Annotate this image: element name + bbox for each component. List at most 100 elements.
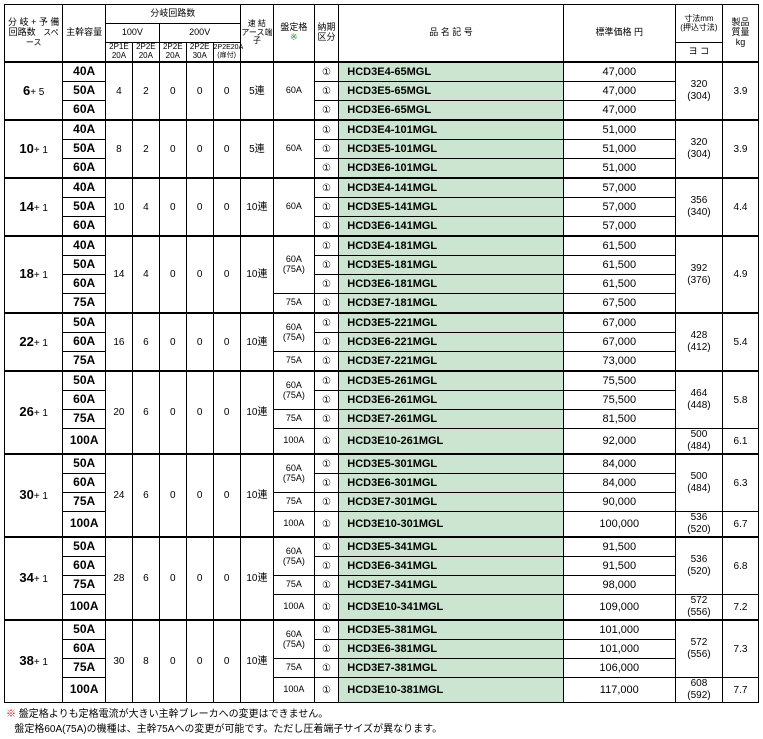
breaker-count: 14	[105, 236, 132, 313]
breaker-count: 0	[159, 236, 186, 313]
price-cell: 47,000	[563, 62, 675, 82]
price-cell: 57,000	[563, 217, 675, 237]
capacity-cell: 50A	[63, 256, 106, 275]
panel-rating: 75A	[274, 294, 314, 314]
delivery-mark: ①	[314, 537, 339, 557]
price-cell: 61,500	[563, 236, 675, 256]
part-number: HCD3E5-141MGL	[339, 198, 563, 217]
price-cell: 75,500	[563, 371, 675, 391]
panel-rating: 60A (75A)	[274, 454, 314, 493]
price-cell: 100,000	[563, 512, 675, 538]
dimension-cell: 320 (304)	[675, 120, 722, 178]
breaker-count: 30	[105, 620, 132, 703]
part-number: HCD3E7-381MGL	[339, 659, 563, 678]
dimension-cell: 428 (412)	[675, 313, 722, 371]
breaker-count: 0	[213, 537, 240, 620]
capacity-cell: 60A	[63, 217, 106, 237]
price-cell: 101,000	[563, 620, 675, 640]
delivery-mark: ①	[314, 454, 339, 474]
part-number: HCD3E4-101MGL	[339, 120, 563, 140]
panel-rating: 100A	[274, 512, 314, 538]
breaker-count: 20	[105, 371, 132, 454]
capacity-cell: 75A	[63, 576, 106, 595]
hdr-100v: 100V	[105, 24, 159, 43]
price-cell: 47,000	[563, 82, 675, 101]
part-number: HCD3E6-221MGL	[339, 333, 563, 352]
panel-rating: 75A	[274, 410, 314, 429]
delivery-mark: ①	[314, 101, 339, 121]
hdr-200v: 200V	[159, 24, 240, 43]
capacity-cell: 75A	[63, 659, 106, 678]
dimension-cell: 356 (340)	[675, 178, 722, 236]
branch-cell: 14+ 1	[5, 178, 63, 236]
delivery-mark: ①	[314, 678, 339, 703]
price-cell: 84,000	[563, 474, 675, 493]
part-number: HCD3E10-301MGL	[339, 512, 563, 538]
capacity-cell: 100A	[63, 429, 106, 455]
hdr-sub1: 2P1E 20A	[105, 43, 132, 63]
weight-cell: 4.4	[723, 178, 759, 236]
breaker-count: 6	[132, 454, 159, 537]
breaker-count: 6	[132, 371, 159, 454]
part-number: HCD3E6-301MGL	[339, 474, 563, 493]
dimension-cell: 536 (520)	[675, 512, 722, 538]
breaker-count: 0	[159, 537, 186, 620]
panel-rating: 75A	[274, 352, 314, 372]
part-number: HCD3E5-341MGL	[339, 537, 563, 557]
dimension-cell: 536 (520)	[675, 537, 722, 595]
delivery-mark: ①	[314, 410, 339, 429]
weight-cell: 6.8	[723, 537, 759, 595]
part-number: HCD3E6-381MGL	[339, 640, 563, 659]
delivery-mark: ①	[314, 391, 339, 410]
earth-terminal: 5連	[240, 120, 274, 178]
part-number: HCD3E10-381MGL	[339, 678, 563, 703]
capacity-cell: 40A	[63, 62, 106, 82]
part-number: HCD3E6-65MGL	[339, 101, 563, 121]
breaker-count: 4	[132, 178, 159, 236]
capacity-cell: 50A	[63, 140, 106, 159]
panel-rating: 60A (75A)	[274, 537, 314, 576]
breaker-count: 0	[213, 313, 240, 371]
capacity-cell: 50A	[63, 537, 106, 557]
capacity-cell: 75A	[63, 410, 106, 429]
panel-rating: 60A (75A)	[274, 313, 314, 352]
note-1: 盤定格よりも定格電流が大きい主幹ブレーカへの変更はできません。	[19, 709, 329, 720]
capacity-cell: 50A	[63, 371, 106, 391]
breaker-count: 6	[132, 313, 159, 371]
breaker-count: 0	[159, 313, 186, 371]
panel-rating: 60A (75A)	[274, 371, 314, 410]
panel-rating: 75A	[274, 493, 314, 512]
earth-terminal: 10連	[240, 236, 274, 313]
price-cell: 92,000	[563, 429, 675, 455]
panel-rating: 60A (75A)	[274, 620, 314, 659]
delivery-mark: ①	[314, 82, 339, 101]
delivery-mark: ①	[314, 620, 339, 640]
price-cell: 51,000	[563, 140, 675, 159]
part-number: HCD3E6-101MGL	[339, 159, 563, 179]
earth-terminal: 10連	[240, 178, 274, 236]
price-cell: 61,500	[563, 256, 675, 275]
part-number: HCD3E4-181MGL	[339, 236, 563, 256]
capacity-cell: 75A	[63, 352, 106, 372]
capacity-cell: 100A	[63, 678, 106, 703]
part-number: HCD3E5-381MGL	[339, 620, 563, 640]
panel-rating: 60A	[274, 120, 314, 178]
branch-cell: 38+ 1	[5, 620, 63, 703]
breaker-count: 0	[186, 454, 213, 537]
price-cell: 67,000	[563, 313, 675, 333]
breaker-count: 4	[132, 236, 159, 313]
price-cell: 57,000	[563, 178, 675, 198]
price-cell: 67,500	[563, 294, 675, 314]
breaker-count: 0	[186, 178, 213, 236]
delivery-mark: ①	[314, 294, 339, 314]
earth-terminal: 10連	[240, 537, 274, 620]
breaker-count: 0	[186, 62, 213, 120]
hdr-dim: 寸法mm(押込寸法)	[675, 5, 722, 43]
dimension-cell: 500 (484)	[675, 454, 722, 512]
breaker-count: 0	[213, 454, 240, 537]
part-number: HCD3E6-261MGL	[339, 391, 563, 410]
weight-cell: 6.3	[723, 454, 759, 512]
delivery-mark: ①	[314, 256, 339, 275]
hdr-delivery: 納期 区分	[314, 5, 339, 63]
hdr-price: 標準価格 円	[563, 5, 675, 63]
